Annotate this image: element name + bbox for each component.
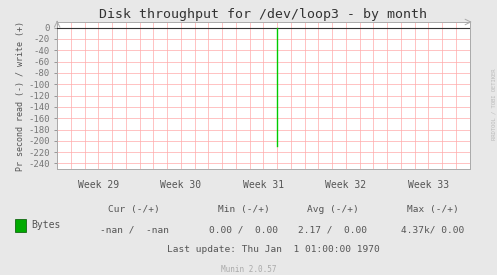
Text: RRDTOOL / TOBI OETIKER: RRDTOOL / TOBI OETIKER (491, 69, 496, 140)
Text: Week 29: Week 29 (78, 180, 119, 190)
Text: Week 33: Week 33 (408, 180, 449, 190)
Text: Max (-/+): Max (-/+) (407, 205, 458, 214)
Text: 0.00 /  0.00: 0.00 / 0.00 (209, 226, 278, 235)
Text: Last update: Thu Jan  1 01:00:00 1970: Last update: Thu Jan 1 01:00:00 1970 (167, 245, 380, 254)
Text: 2.17 /  0.00: 2.17 / 0.00 (299, 226, 367, 235)
Text: Avg (-/+): Avg (-/+) (307, 205, 359, 214)
Text: -nan /  -nan: -nan / -nan (100, 226, 168, 235)
Text: Munin 2.0.57: Munin 2.0.57 (221, 265, 276, 274)
Text: Week 32: Week 32 (326, 180, 366, 190)
Text: Cur (-/+): Cur (-/+) (108, 205, 160, 214)
Text: Week 30: Week 30 (161, 180, 201, 190)
Text: Week 31: Week 31 (243, 180, 284, 190)
Text: Bytes: Bytes (31, 221, 60, 230)
Y-axis label: Pr second read (-) / write (+): Pr second read (-) / write (+) (16, 21, 25, 170)
Text: Min (-/+): Min (-/+) (218, 205, 269, 214)
Title: Disk throughput for /dev/loop3 - by month: Disk throughput for /dev/loop3 - by mont… (99, 8, 427, 21)
Text: 4.37k/ 0.00: 4.37k/ 0.00 (401, 226, 464, 235)
